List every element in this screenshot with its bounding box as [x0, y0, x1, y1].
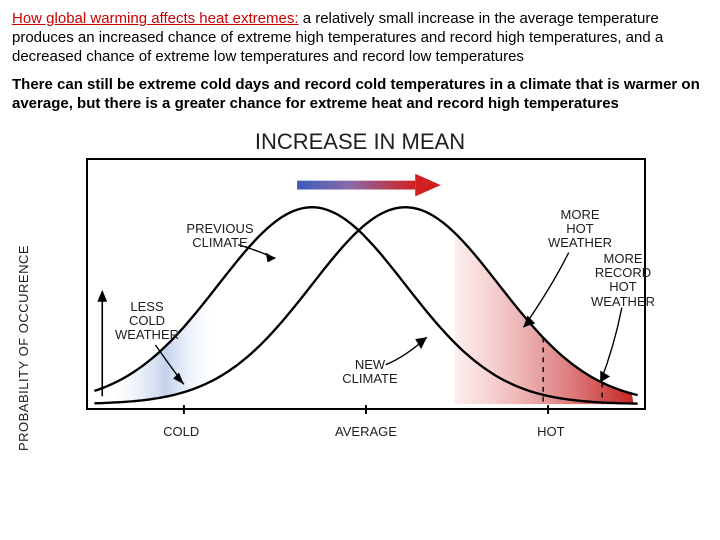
title-red: How global warming affects heat extremes…	[12, 10, 299, 27]
label-less-cold: LESSCOLDWEATHER	[114, 300, 180, 343]
more-record-hot-pointer	[600, 307, 622, 382]
chart-title: INCREASE IN MEAN	[20, 128, 700, 156]
plot-area: PREVIOUSCLIMATE NEWCLIMATE LESSCOLDWEATH…	[86, 158, 646, 410]
bold-paragraph: There can still be extreme cold days and…	[12, 76, 708, 114]
xtick-label-cold: COLD	[163, 424, 199, 440]
label-previous-climate: PREVIOUSCLIMATE	[180, 222, 260, 251]
xtick-label-hot: HOT	[537, 424, 564, 440]
label-more-hot: MOREHOTWEATHER	[542, 208, 618, 251]
intro-paragraph: How global warming affects heat extremes…	[12, 10, 708, 66]
label-more-record-hot: MORERECORDHOTWEATHER	[588, 252, 658, 309]
label-new-climate: NEWCLIMATE	[340, 358, 400, 387]
y-axis-label: PROBABILITY OF OCCURENCE	[16, 238, 32, 458]
more-record-hot-pointer-head	[600, 370, 610, 382]
distribution-chart: INCREASE IN MEAN PROBABILITY OF OCCURENC…	[20, 128, 700, 468]
x-axis-labels: COLD AVERAGE HOT	[86, 424, 646, 448]
shift-arrow-body	[297, 180, 415, 189]
xtick-label-average: AVERAGE	[335, 424, 397, 440]
shift-arrow-head	[415, 174, 441, 197]
y-arrow-head	[97, 290, 107, 302]
more-hot-pointer	[523, 252, 568, 327]
new-climate-pointer-head	[415, 337, 427, 349]
